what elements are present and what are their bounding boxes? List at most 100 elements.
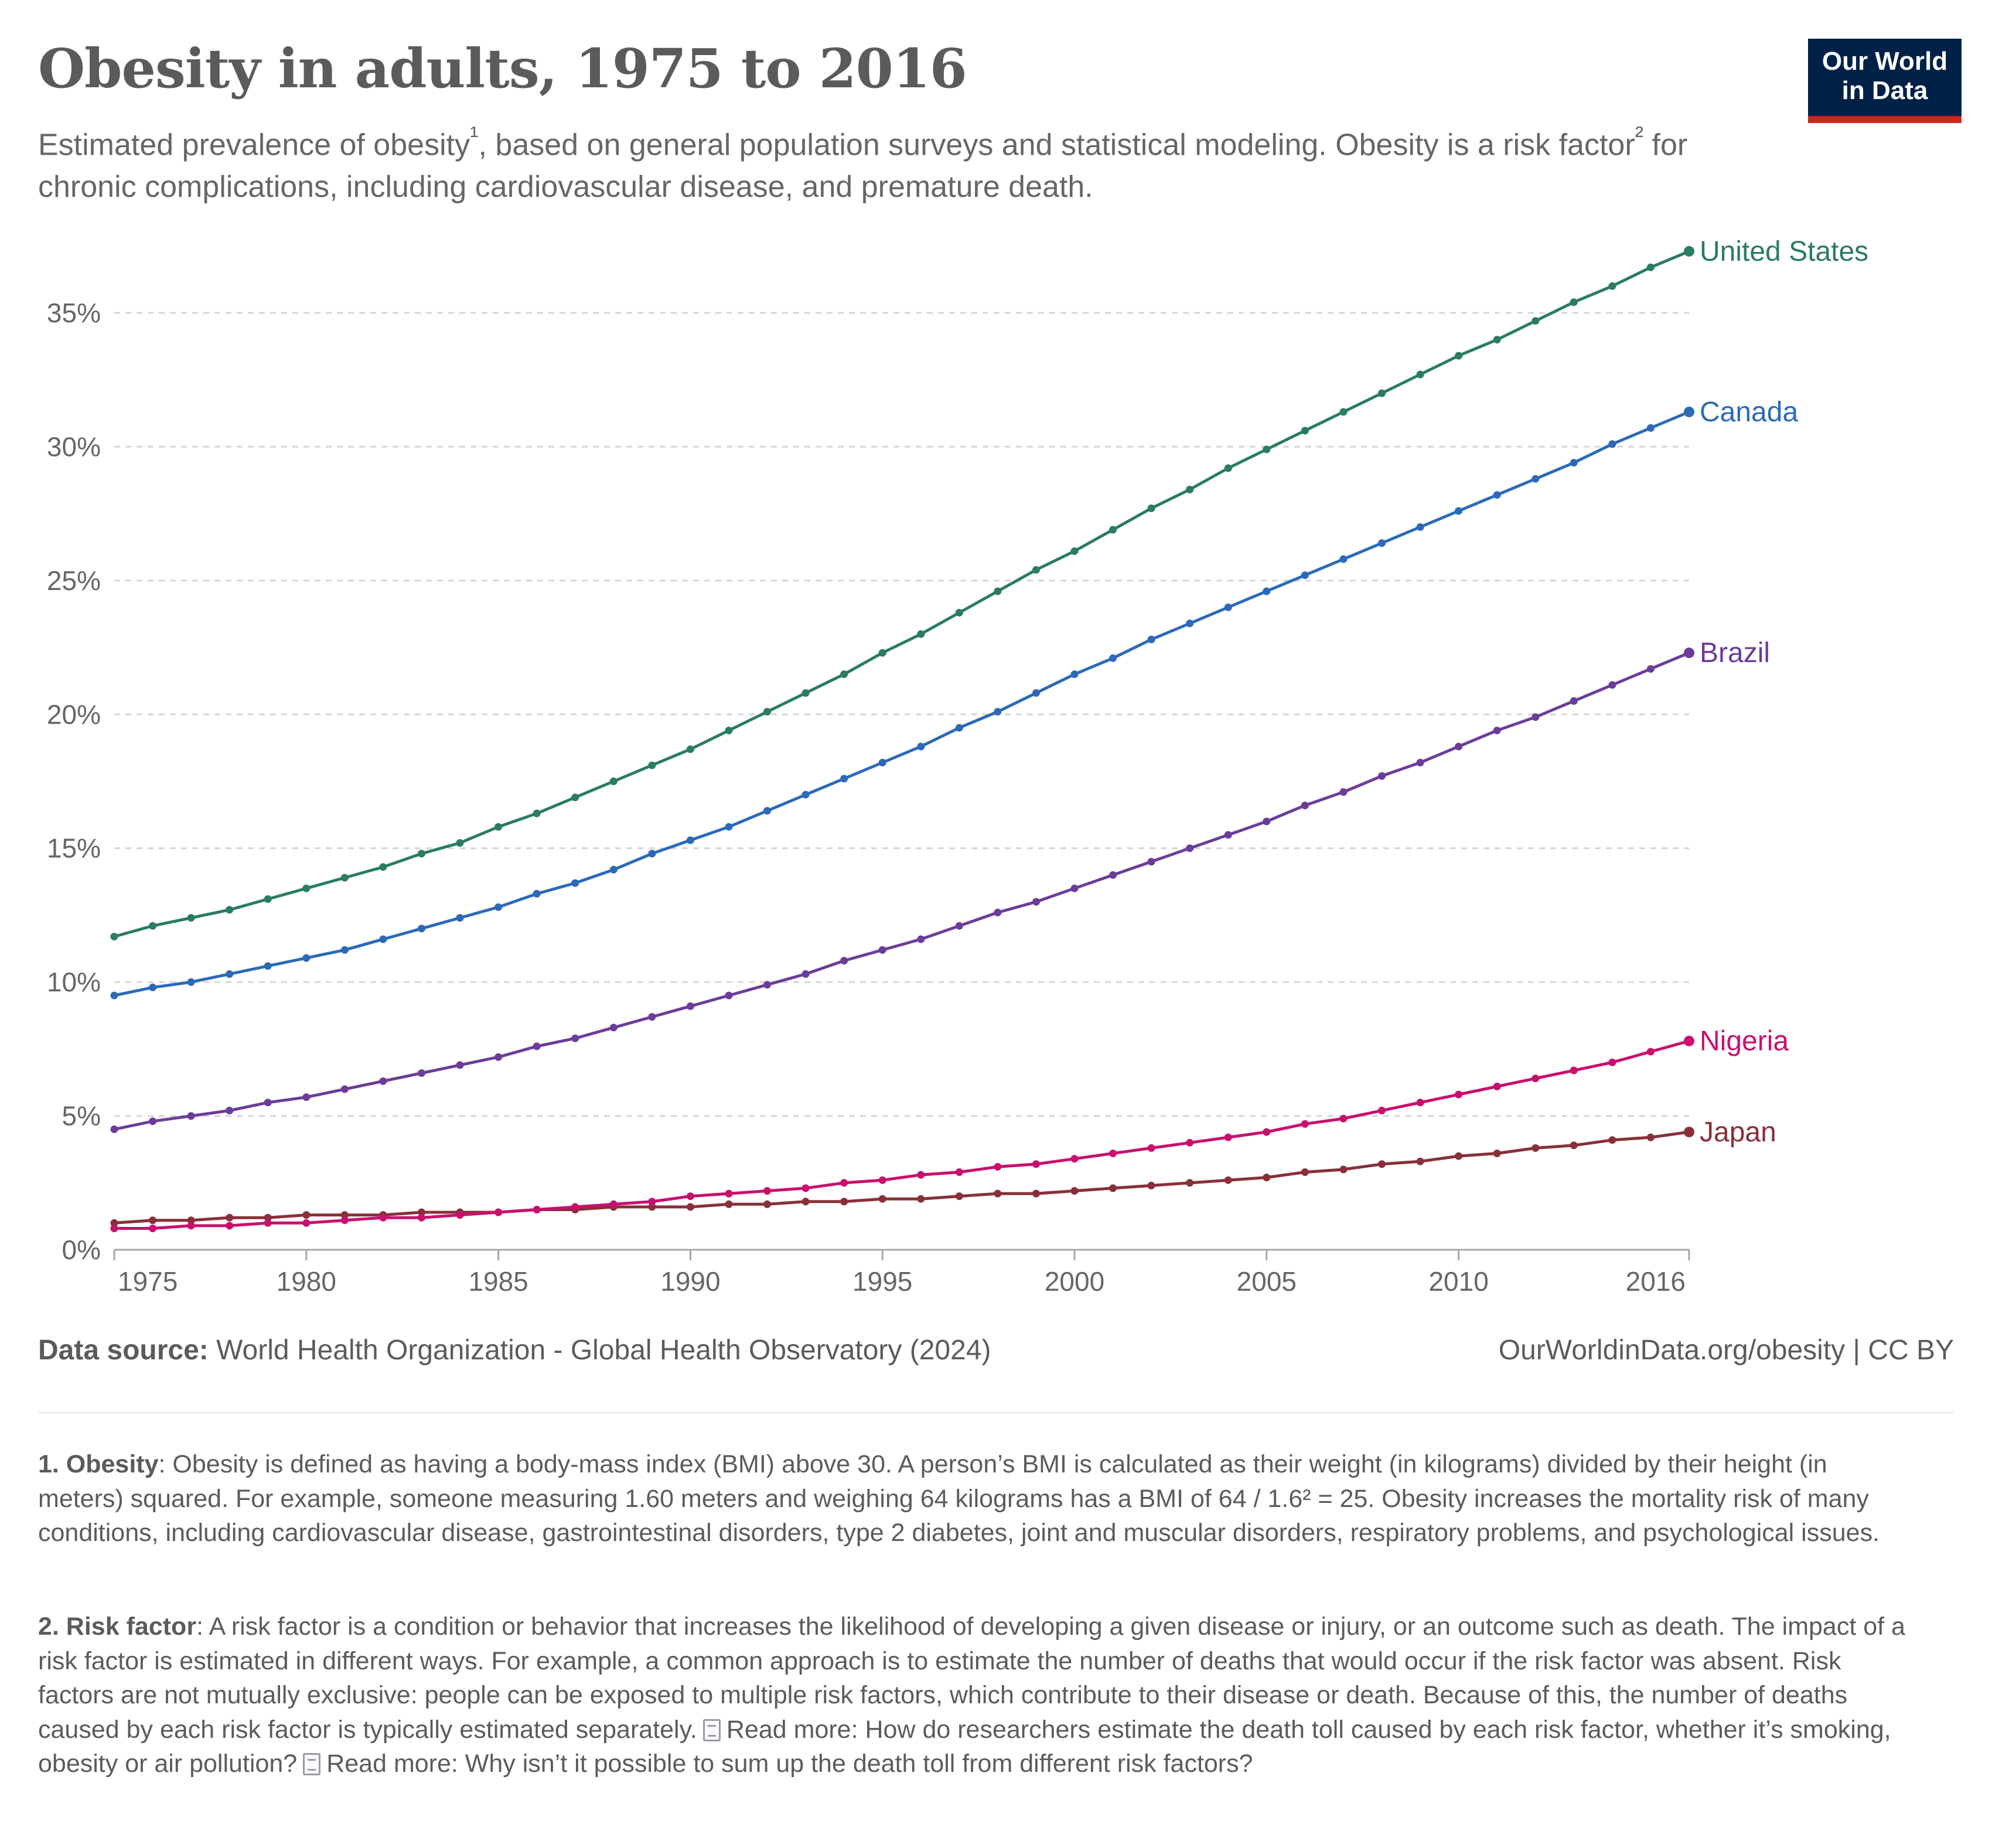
data-point-nigeria [494,1208,503,1216]
subtitle-text-3: for chronic complications, including car… [38,128,1688,204]
data-point-japan [840,1198,848,1206]
y-axis-tick-labels: 0% 5% 10% 15% 20% 25% 30% 35% [47,298,101,1265]
data-point-canada [494,903,503,911]
data-point-canada [1339,555,1348,563]
data-point-united-states [264,895,272,903]
data-point-nigeria [418,1213,425,1222]
data-point-canada [1416,523,1424,531]
data-point-japan [1032,1189,1040,1198]
data-point-united-states [955,609,963,617]
data-point-brazil [917,935,925,943]
read-more-link-1[interactable]: Read more: How do researchers estimate t… [38,1715,1891,1778]
data-point-united-states [187,914,195,922]
data-point-nigeria [110,1225,118,1232]
data-point-nigeria [1070,1155,1079,1163]
data-point-united-states [149,922,157,930]
data-point-japan [1301,1168,1309,1176]
y-tick-label: 15% [47,833,101,864]
data-point-brazil [1032,898,1040,906]
data-source-text[interactable]: World Health Organization - Global Healt… [216,1335,991,1366]
data-point-nigeria [1608,1058,1616,1066]
data-point-japan [917,1195,925,1203]
y-tick-label: 35% [47,298,101,328]
data-point-canada [725,823,733,831]
data-point-nigeria [1570,1066,1578,1075]
data-point-canada [456,914,464,922]
y-tick-label: 0% [62,1235,101,1265]
data-point-brazil [149,1117,157,1126]
data-point-japan [955,1192,963,1201]
series-line-united-states [114,250,1690,938]
data-point-brazil [1570,697,1578,705]
series-label-brazil: Brazil [1700,637,1770,669]
data-point-brazil [609,1024,618,1032]
data-point-brazil [1109,871,1117,879]
data-point-brazil [1646,665,1655,673]
data-point-nigeria [226,1222,234,1230]
data-point-canada [264,962,272,970]
data-point-brazil [571,1034,579,1042]
data-point-nigeria [302,1219,311,1227]
grid-lines [114,312,1689,1117]
data-point-canada [878,759,886,766]
data-point-brazil [994,908,1002,916]
data-point-brazil [1186,844,1194,853]
data-point-united-states [379,863,387,871]
data-point-united-states [1416,370,1424,379]
data-point-nigeria [1646,1048,1655,1056]
data-point-canada [648,850,656,858]
data-point-brazil [187,1112,195,1120]
data-point-canada [1070,670,1079,678]
data-point-nigeria [456,1211,464,1219]
data-point-united-states [763,708,771,716]
data-point-brazil [686,1002,694,1010]
data-point-japan [1416,1157,1424,1165]
data-point-united-states [994,587,1002,595]
data-point-japan [994,1189,1002,1198]
footnote-ref-1[interactable]: ¹ [470,122,479,150]
data-point-nigeria [994,1162,1002,1171]
data-point-nigeria [187,1222,195,1230]
credit-link[interactable]: OurWorldinData.org/obesity | CC BY [1498,1335,1954,1366]
data-point-brazil [1684,647,1694,659]
data-point-japan [1684,1127,1694,1137]
data-point-brazil [801,970,810,978]
data-point-japan [686,1203,694,1211]
data-point-brazil [1147,858,1155,866]
chart-subtitle: Estimated prevalence of obesity¹, based … [38,115,1737,208]
data-point-nigeria [1147,1144,1155,1152]
data-point-united-states [609,778,618,785]
data-point-canada [801,790,810,799]
series-label-united-states: United States [1700,236,1868,267]
data-point-canada [1109,654,1117,662]
data-point-united-states [1531,317,1540,325]
data-point-brazil [494,1053,503,1061]
data-point-united-states [533,809,541,817]
data-point-united-states [1378,389,1386,397]
data-point-brazil [302,1093,311,1102]
read-more-link-2[interactable]: Read more: Why isn’t it possible to sum … [326,1750,1253,1778]
x-tick-label: 2016 [1626,1266,1686,1297]
series-label-nigeria: Nigeria [1700,1026,1789,1057]
data-point-united-states [1263,445,1271,454]
data-point-japan [149,1216,157,1225]
data-point-canada [302,954,311,962]
series-label-japan: Japan [1700,1117,1776,1148]
footnote-ref-2[interactable]: ² [1635,122,1644,150]
owid-logo[interactable]: Our World in Data [1808,39,1962,123]
data-point-united-states [725,727,733,735]
data-point-canada [994,708,1002,716]
data-point-japan [187,1216,195,1225]
data-point-nigeria [609,1200,618,1208]
data-point-nigeria [149,1225,157,1232]
data-point-brazil [840,957,848,965]
line-chart: 0%5%10%15%20%25%30%35% 1975 1980 1985 1990 1… [47,236,1868,1297]
data-point-nigeria [1531,1075,1540,1083]
data-point-united-states [917,630,925,638]
data-point-japan [226,1213,234,1222]
x-tick-label: 1990 [660,1266,720,1297]
x-tick-label: 2010 [1428,1266,1488,1297]
data-point-canada [379,935,387,943]
data-point-brazil [725,991,733,1000]
data-point-nigeria [1224,1133,1232,1141]
